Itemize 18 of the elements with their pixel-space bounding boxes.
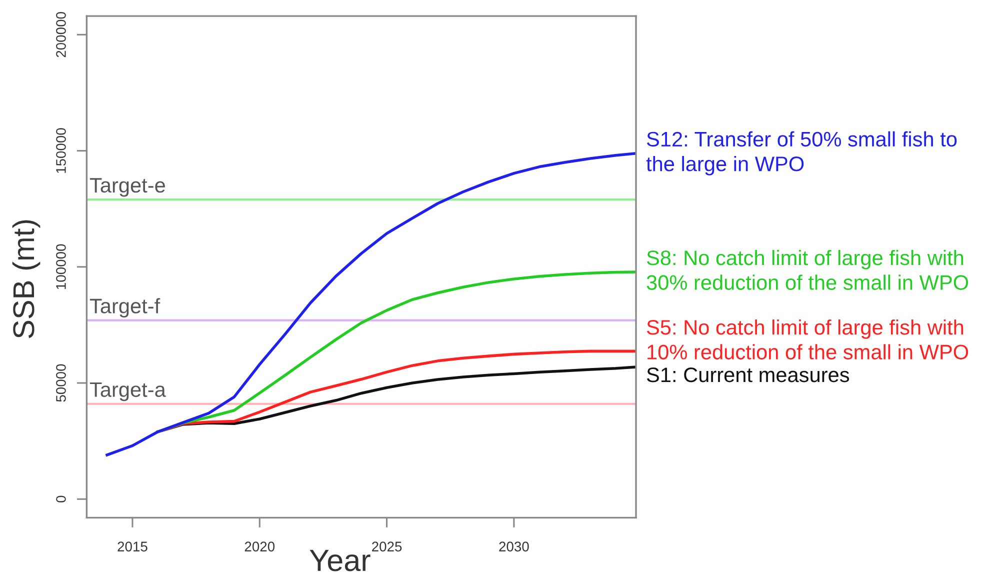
y-tick-label: 0 <box>56 496 66 502</box>
x-axis-title: Year <box>310 550 370 572</box>
series-label: S5: No catch limit of large fish with 10% reduction of the small in WPO <box>646 319 968 360</box>
ref-line-label: Target-e <box>90 178 165 197</box>
y-axis-title: SSB (mt) <box>12 220 40 338</box>
series-label: S12: Transfer of 50% small fish to the large in WPO <box>646 131 957 176</box>
y-tick-label: 50000 <box>56 364 66 402</box>
y-tick-label: 200000 <box>56 12 66 58</box>
x-tick-label: 2015 <box>118 542 148 552</box>
series-label: S1: Current measures <box>646 367 850 382</box>
ref-line-label: Target-a <box>90 382 166 402</box>
ref-line-label: Target-f <box>90 298 160 318</box>
y-tick-label: 100000 <box>56 244 66 289</box>
x-tick-label: 2030 <box>499 542 529 552</box>
x-tick-label: 2020 <box>244 542 275 552</box>
y-tick-label: 150000 <box>56 128 66 173</box>
x-tick-label: 2025 <box>372 542 402 552</box>
series-label: S8: No catch limit of large fish with 30% reduction of the small in WPO <box>646 250 968 290</box>
